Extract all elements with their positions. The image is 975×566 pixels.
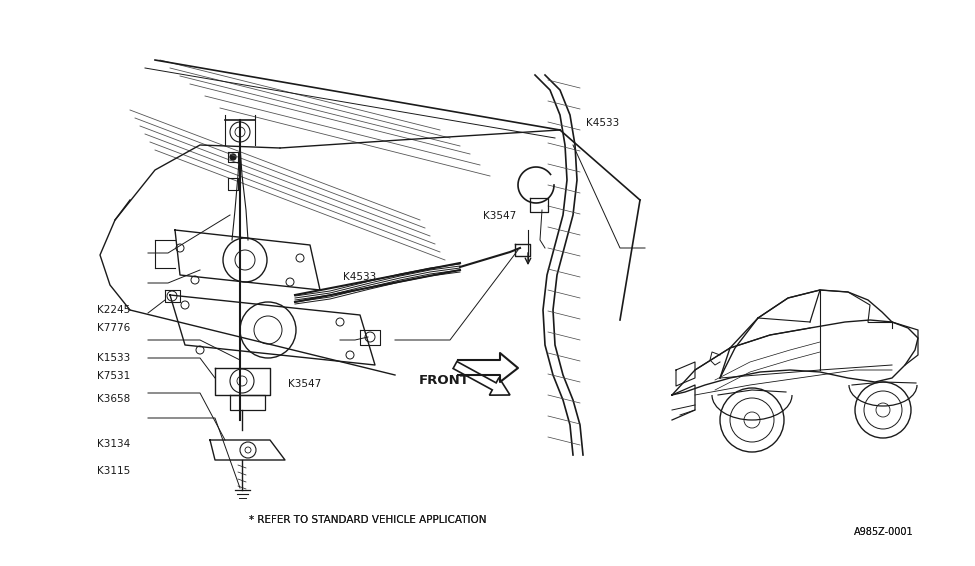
Text: A985Z-0001: A985Z-0001 bbox=[854, 527, 914, 537]
Text: K3547: K3547 bbox=[288, 379, 321, 389]
Text: K3547: K3547 bbox=[483, 211, 516, 221]
Circle shape bbox=[230, 154, 236, 160]
Text: K3658: K3658 bbox=[98, 394, 131, 404]
Text: A985Z-0001: A985Z-0001 bbox=[854, 527, 914, 537]
Text: K2245: K2245 bbox=[98, 305, 131, 315]
Text: K4533: K4533 bbox=[586, 118, 619, 128]
Text: FRONT: FRONT bbox=[419, 374, 470, 387]
Text: K3134: K3134 bbox=[98, 439, 131, 449]
Text: * REFER TO STANDARD VEHICLE APPLICATION: * REFER TO STANDARD VEHICLE APPLICATION bbox=[249, 514, 487, 525]
Text: K4533: K4533 bbox=[343, 272, 376, 282]
Text: K1533: K1533 bbox=[98, 353, 131, 363]
Text: * REFER TO STANDARD VEHICLE APPLICATION: * REFER TO STANDARD VEHICLE APPLICATION bbox=[249, 514, 487, 525]
Text: K7531: K7531 bbox=[98, 371, 131, 381]
Text: K3115: K3115 bbox=[98, 466, 131, 476]
Text: K7776: K7776 bbox=[98, 323, 131, 333]
